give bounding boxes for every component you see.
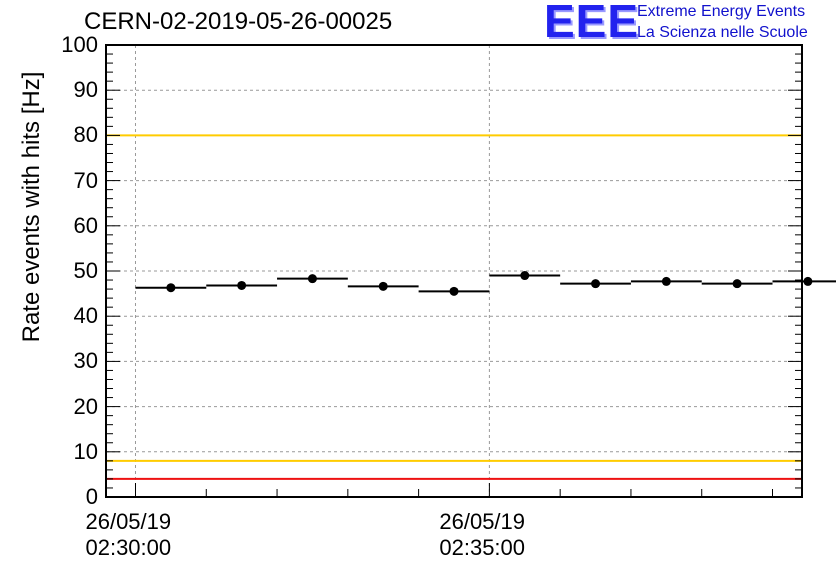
x-tick-date: 26/05/19 <box>439 509 526 534</box>
y-tick-label: 70 <box>73 167 98 193</box>
data-point <box>803 276 813 286</box>
logo-line-1: Extreme Energy Events <box>637 3 806 20</box>
run-title: CERN-02-2019-05-26-00025 <box>84 8 393 35</box>
data-point <box>307 274 317 284</box>
x-tick-label: 26/05/19 02:35:00 <box>439 509 525 561</box>
y-tick-label: 20 <box>73 393 98 419</box>
data-point <box>732 279 742 289</box>
data-point <box>520 271 530 281</box>
y-tick-label: 90 <box>73 77 98 103</box>
y-tick-label: 0 <box>85 484 98 509</box>
y-axis-label: Rate events with hits [Hz] <box>18 71 45 343</box>
data-point <box>237 280 247 290</box>
logo-line-2: La Scienza nelle Scuole <box>637 24 808 41</box>
x-tick-time: 02:30:00 <box>85 535 172 560</box>
y-tick-label: 40 <box>73 303 98 329</box>
data-point <box>378 281 388 291</box>
y-tick-label: 80 <box>73 122 98 148</box>
y-tick-label: 10 <box>73 438 98 464</box>
data-point <box>661 276 671 286</box>
x-tick-date: 26/05/19 <box>85 509 172 534</box>
data-point <box>166 283 176 293</box>
data-point <box>449 286 459 296</box>
data-point <box>591 279 601 289</box>
y-tick-label: 50 <box>73 258 98 283</box>
y-tick-label: 100 <box>61 32 98 57</box>
x-tick-label: 26/05/19 02:30:00 <box>85 509 171 561</box>
x-tick-time: 02:35:00 <box>439 535 526 560</box>
y-tick-label: 60 <box>73 212 98 238</box>
eee-logo: EEE <box>544 0 640 47</box>
y-tick-label: 30 <box>73 348 98 374</box>
